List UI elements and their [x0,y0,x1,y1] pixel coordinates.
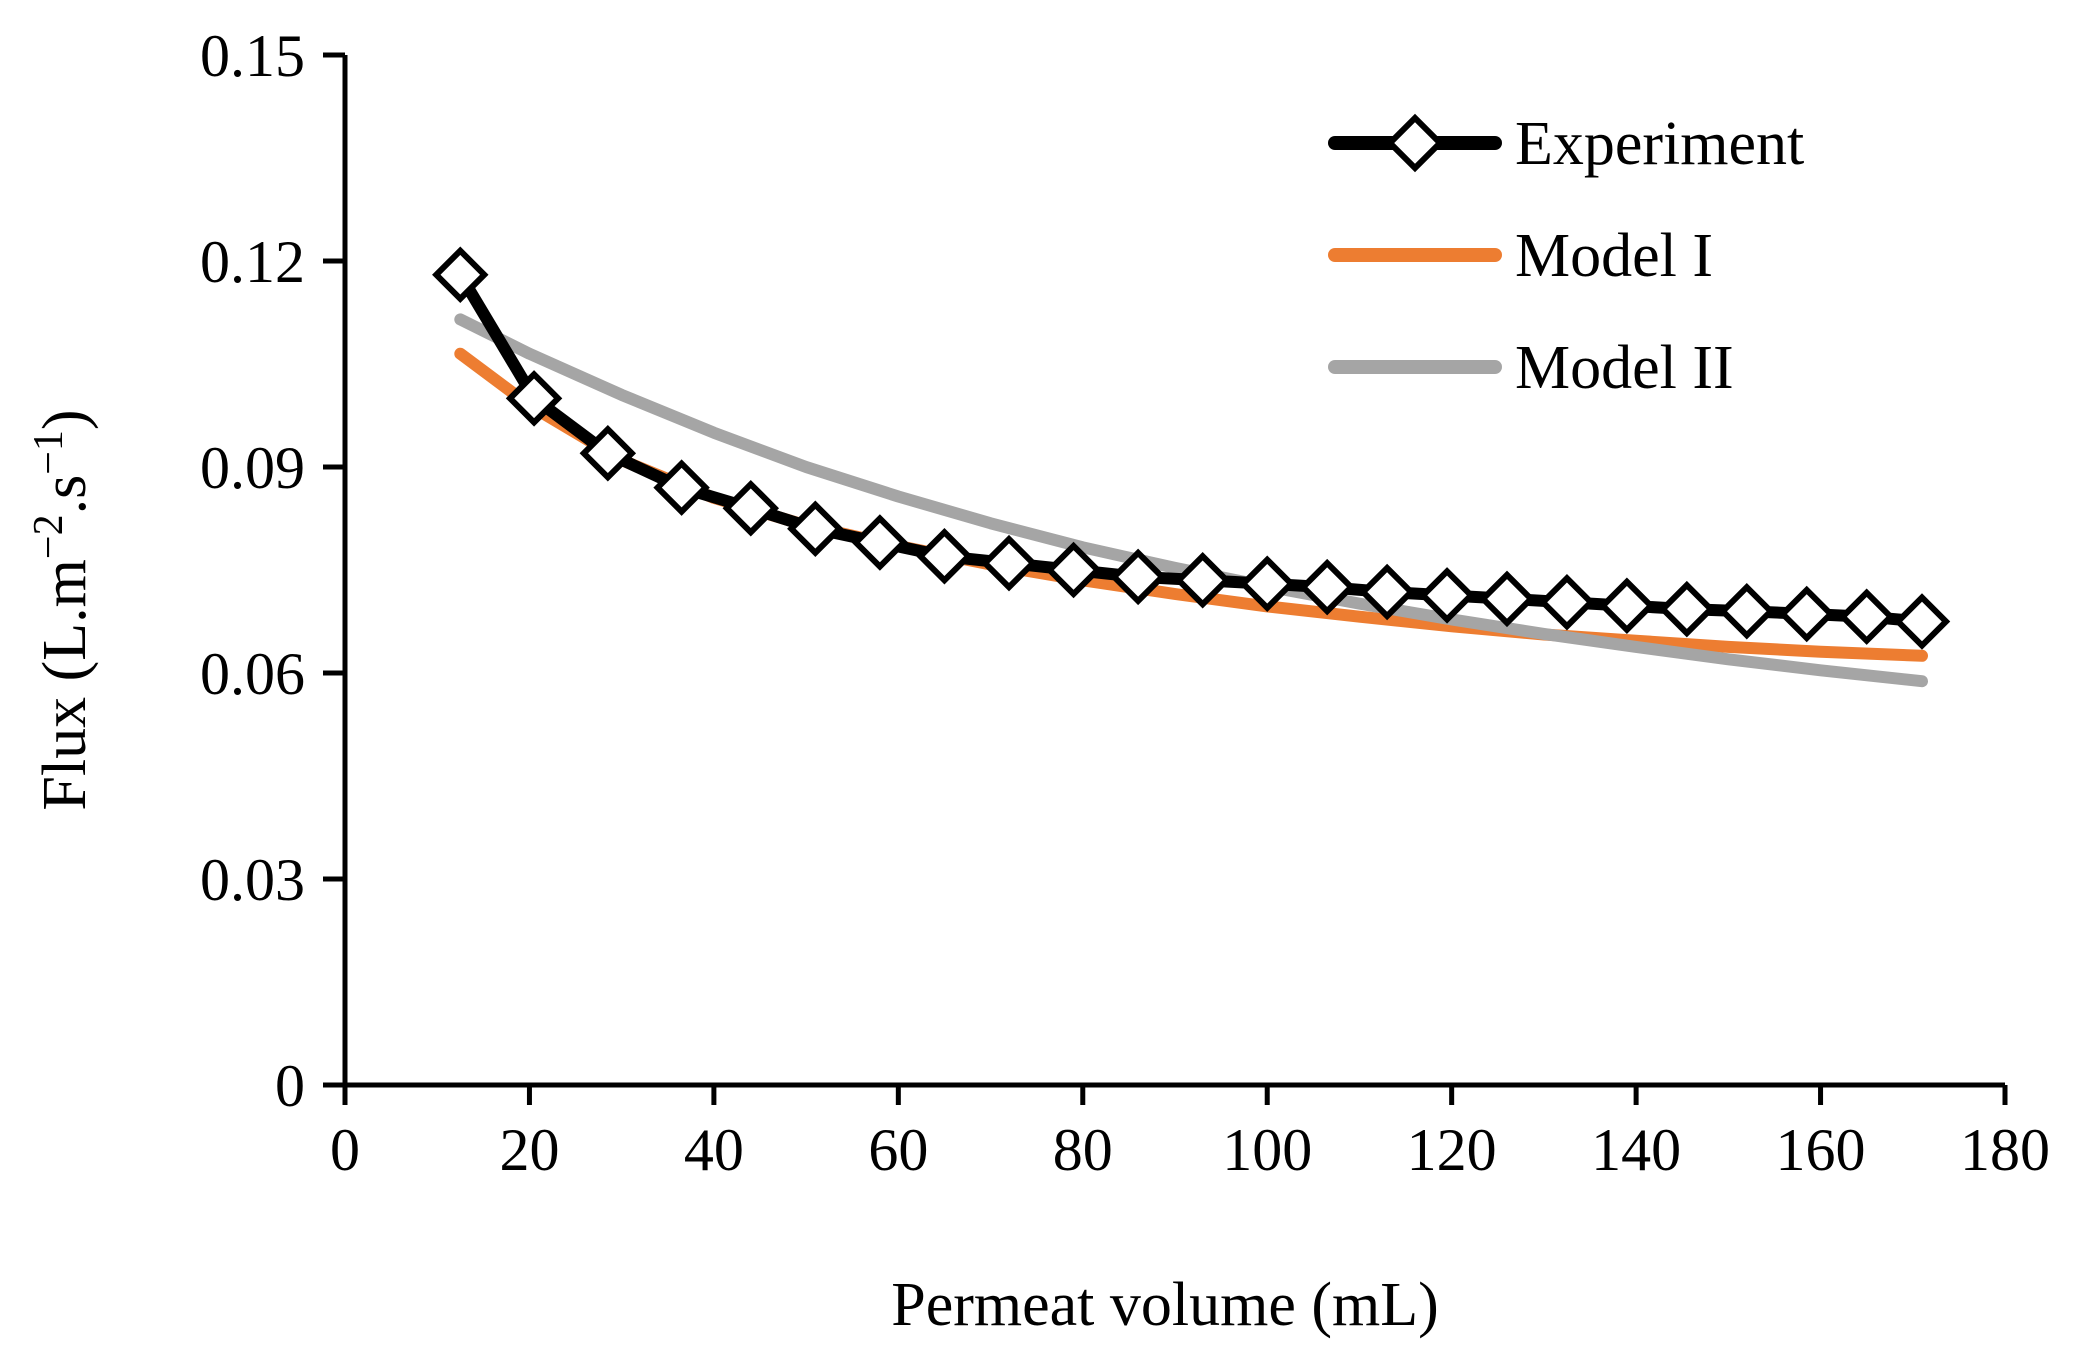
y-tick-label: 0 [275,1053,305,1119]
experiment-point [1598,577,1656,634]
experiment-point [980,534,1038,592]
experiment-point [787,500,844,558]
y-tick-label: 0.03 [200,847,305,913]
legend-label-2: Model II [1515,334,1734,402]
y-tick-label: 0.06 [200,641,305,707]
x-tick-label: 160 [1776,1117,1866,1183]
x-axis-title: Permeat volume (mL) [891,1271,1439,1339]
x-tick-label: 40 [684,1117,744,1183]
experiment-point [1893,593,1951,650]
experiment-point [1045,541,1102,599]
experiment-point [1538,574,1596,631]
x-tick-label: 100 [1222,1117,1312,1183]
experiment-point [1358,563,1416,621]
x-tick-label: 140 [1591,1117,1681,1183]
x-tick-label: 120 [1407,1117,1497,1183]
x-tick-label: 180 [1960,1117,2050,1183]
ticks-layer: 0 20 40 60 80 100 120 140 160 180 0 0.03 0.06 0.09 0.1… [200,23,2050,1183]
legend-label-0: Experiment [1515,110,1804,178]
experiment-point [1238,555,1296,612]
experiment-point [653,459,710,516]
experiment-point [432,246,489,303]
x-tick-label: 60 [868,1117,928,1183]
x-tick-label: 80 [1053,1117,1113,1183]
experiment-point [1838,588,1895,645]
axes-layer [342,55,2005,1088]
experiment-point [1298,558,1356,616]
y-axis-title: Flux (L.m−2.s−1) [26,409,99,810]
legend: Experiment Model I Model II [1328,110,1804,402]
y-tick-label: 0.09 [200,435,305,501]
legend-marker-0 [1385,113,1445,173]
experiment-point [722,479,780,537]
series-layer [432,246,1951,688]
experiment-point [1109,548,1167,606]
experiment-point [1478,570,1536,628]
legend-label-1: Model I [1515,222,1713,290]
experiment-point [851,514,909,571]
experiment-point [579,425,637,482]
x-tick-label: 20 [499,1117,559,1183]
experiment-point [505,370,563,427]
experiment-point [1418,567,1476,624]
experiment-point [1718,582,1776,640]
x-tick-label: 0 [330,1117,360,1183]
y-tick-label: 0.12 [200,229,305,295]
experiment-point [1174,552,1231,609]
y-tick-label: 0.15 [200,23,305,89]
experiment-point [1658,580,1716,638]
experiment-point [1778,585,1835,643]
series-line-2 [454,313,1928,688]
experiment-point [916,528,973,585]
